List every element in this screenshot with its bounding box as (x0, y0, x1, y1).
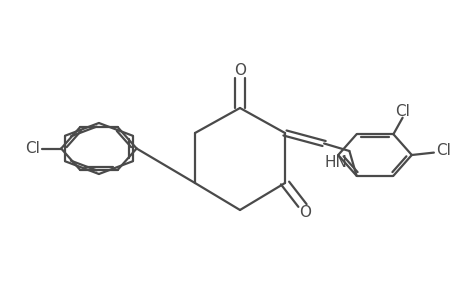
Text: Cl: Cl (25, 141, 39, 156)
Text: O: O (234, 63, 246, 78)
Text: Cl: Cl (435, 143, 450, 158)
Text: HN: HN (324, 154, 347, 169)
Text: Cl: Cl (394, 103, 409, 118)
Text: O: O (298, 205, 310, 220)
